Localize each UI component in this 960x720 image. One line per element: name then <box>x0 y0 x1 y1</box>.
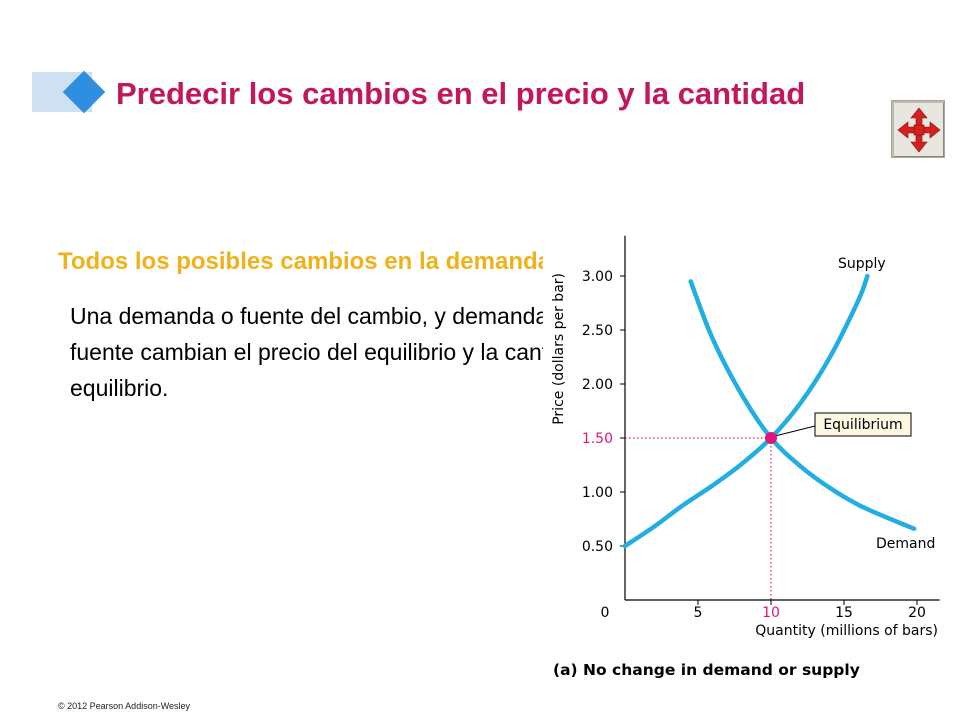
x-tick-label: 10 <box>762 605 780 621</box>
copyright-footer: © 2012 Pearson Addison-Wesley <box>58 701 191 711</box>
equilibrium-leader-line <box>774 425 816 437</box>
y-tick-label: 2.50 <box>582 323 613 339</box>
y-tick-label: 3.00 <box>582 269 613 285</box>
x-tick-label: 20 <box>908 605 926 621</box>
equilibrium-label: Equilibrium <box>823 417 902 433</box>
slide-title: Predecir los cambios en el precio y la c… <box>116 76 806 111</box>
y-tick-label: 1.00 <box>582 485 613 501</box>
supply-curve <box>622 273 870 549</box>
x-axis-label: Quantity (millions of bars) <box>755 623 938 639</box>
x-tick-label: 0 <box>601 605 610 621</box>
supply-label: Supply <box>838 256 886 272</box>
demand-curve <box>688 279 917 531</box>
y-tick-label: 2.00 <box>582 377 613 393</box>
y-tick-label: 1.50 <box>582 431 613 447</box>
chart-caption: (a) No change in demand or supply <box>553 661 860 679</box>
four-arrows-move-icon <box>897 107 941 153</box>
navigation-button[interactable] <box>891 100 945 158</box>
y-tick-label: 0.50 <box>582 539 613 555</box>
y-axis-label: Price (dollars per bar) <box>551 273 567 425</box>
equilibrium-point <box>765 432 777 444</box>
chart-panel: 0.50 1.00 1.50 2.00 2.50 3.00 0 5 10 15 20 Quantity… <box>543 228 950 690</box>
equilibrium-label-box <box>814 412 912 437</box>
body-text: Una demanda o fuente del cambio, y deman… <box>70 303 629 401</box>
x-tick-label: 15 <box>835 605 853 621</box>
demand-label: Demand <box>876 536 935 552</box>
x-tick-label: 5 <box>694 605 703 621</box>
chart: 0.50 1.00 1.50 2.00 2.50 3.00 0 5 10 15 20 Quantity… <box>551 235 940 679</box>
